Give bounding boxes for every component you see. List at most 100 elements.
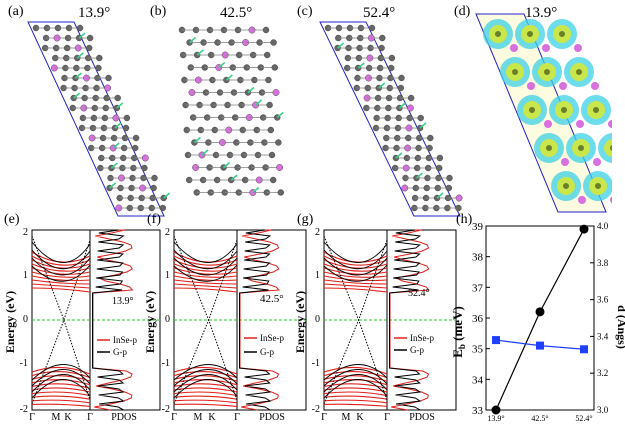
indium-atom bbox=[527, 82, 535, 90]
insep-band bbox=[31, 255, 91, 266]
indium-atom bbox=[610, 196, 612, 204]
insep-band bbox=[173, 371, 238, 379]
panel-label-a: (a) bbox=[8, 4, 24, 19]
indium-atom bbox=[576, 120, 584, 128]
selenium-bond bbox=[247, 86, 255, 94]
graphene-band bbox=[323, 257, 388, 276]
atom-center bbox=[527, 31, 533, 37]
atom-center bbox=[512, 69, 518, 75]
carbon-atom bbox=[270, 39, 277, 46]
density-core bbox=[604, 139, 612, 157]
y-axis-label: Energy (eV) bbox=[3, 291, 17, 353]
atom-center bbox=[593, 107, 599, 113]
atom-center bbox=[595, 183, 601, 189]
pdos-label: PDOS bbox=[259, 412, 285, 422]
graphene-band bbox=[323, 374, 388, 393]
selenium-bond bbox=[415, 172, 424, 179]
selenium-bond bbox=[163, 192, 171, 199]
insep-band bbox=[323, 271, 388, 278]
insep-band bbox=[31, 271, 91, 278]
atom-center bbox=[576, 69, 582, 75]
insep-band bbox=[173, 375, 238, 382]
ytick-label-right: 3.8 bbox=[597, 258, 609, 268]
carbon-atom bbox=[379, 34, 386, 42]
pdos-label: PDOS bbox=[111, 412, 137, 422]
graphene-band bbox=[31, 369, 91, 387]
insep-band bbox=[323, 279, 388, 285]
insep-band bbox=[173, 403, 238, 407]
graphene-band bbox=[323, 369, 388, 387]
graphene-band bbox=[173, 379, 238, 399]
selenium-bond bbox=[357, 62, 365, 69]
carbon-atom bbox=[76, 24, 84, 32]
pdos-gp-trace bbox=[389, 229, 422, 411]
angle-annotation: 13.9° bbox=[112, 296, 134, 307]
insep-band bbox=[31, 371, 91, 379]
selenium-bond bbox=[218, 61, 226, 69]
indium-atom bbox=[407, 104, 414, 112]
carbon-atom bbox=[378, 44, 385, 52]
xtick-label: 13.9° bbox=[487, 414, 504, 423]
indium-atom bbox=[591, 82, 599, 90]
insep-band bbox=[323, 275, 388, 282]
carbon-atom bbox=[265, 76, 272, 84]
carbon-atom bbox=[131, 144, 139, 152]
graphene-band bbox=[31, 241, 91, 263]
structure-panel-c bbox=[319, 21, 463, 217]
band-panel-f: Energy (eV) 2 1 0 -1 -2 42.5° InSe-p G-p… bbox=[143, 227, 307, 422]
selenium-bond bbox=[74, 72, 83, 79]
carbon-atom bbox=[123, 114, 131, 122]
ytick-label-left: 38 bbox=[472, 252, 484, 264]
panel-label-b: (b) bbox=[150, 4, 167, 19]
carbon-atom bbox=[427, 134, 434, 142]
panel-label-e: (e) bbox=[4, 212, 20, 227]
atom-center bbox=[529, 107, 535, 113]
ytick: 0 bbox=[23, 314, 28, 325]
panel-label-h: (h) bbox=[456, 212, 473, 227]
insep-band bbox=[31, 287, 91, 293]
atom-center bbox=[559, 31, 565, 37]
carbon-atom bbox=[95, 64, 102, 72]
indium-atom bbox=[574, 44, 582, 52]
y-ticks: 2 1 0 -1 -2 bbox=[312, 227, 320, 415]
angle-label-a: 13.9° bbox=[78, 5, 111, 21]
ytick: 2 bbox=[165, 227, 170, 238]
angle-annotation: 42.5° bbox=[260, 293, 284, 305]
selenium-bond bbox=[78, 32, 86, 39]
legend-label-gp: G-p bbox=[260, 347, 274, 357]
ytick-label-left: 37 bbox=[472, 282, 484, 294]
selenium-bond bbox=[189, 36, 197, 44]
insep-band bbox=[31, 383, 91, 389]
selenium-bond bbox=[110, 162, 118, 169]
graphene-band bbox=[173, 364, 238, 381]
ytick-label-left: 34 bbox=[472, 374, 484, 386]
atom-center bbox=[563, 183, 569, 189]
carbon-atom bbox=[263, 51, 271, 59]
angle-annotation: 52.4° bbox=[408, 288, 430, 299]
selenium-bond bbox=[419, 122, 427, 129]
carbon-atom bbox=[159, 204, 167, 212]
pdos-label: PDOS bbox=[409, 412, 435, 422]
charge-density-panel-d bbox=[475, 13, 612, 213]
y-ticks-right: 3.0 3.2 3.4 3.6 3.8 4.0 bbox=[590, 222, 609, 415]
ytick: -1 bbox=[162, 358, 170, 369]
insep-band bbox=[173, 287, 238, 293]
insep-band bbox=[323, 371, 388, 379]
insep-band bbox=[173, 283, 238, 289]
data-point-Eb bbox=[579, 224, 589, 234]
insep-band bbox=[323, 259, 388, 269]
insep-band bbox=[173, 255, 238, 266]
data-point-Eb bbox=[535, 307, 545, 317]
insep-band bbox=[31, 283, 91, 289]
carbon-atom bbox=[85, 44, 93, 52]
insep-band bbox=[31, 403, 91, 407]
insep-band bbox=[323, 399, 388, 404]
insep-band bbox=[31, 375, 91, 382]
selenium-bond bbox=[225, 74, 233, 81]
y-ticks: 2 1 0 -1 -2 bbox=[20, 227, 28, 415]
insep-band bbox=[31, 399, 91, 404]
insep-band bbox=[31, 275, 91, 282]
insep-band bbox=[31, 391, 91, 397]
legend-label-insep: InSe-p bbox=[113, 335, 137, 345]
panel-label-g: (g) bbox=[297, 212, 314, 227]
